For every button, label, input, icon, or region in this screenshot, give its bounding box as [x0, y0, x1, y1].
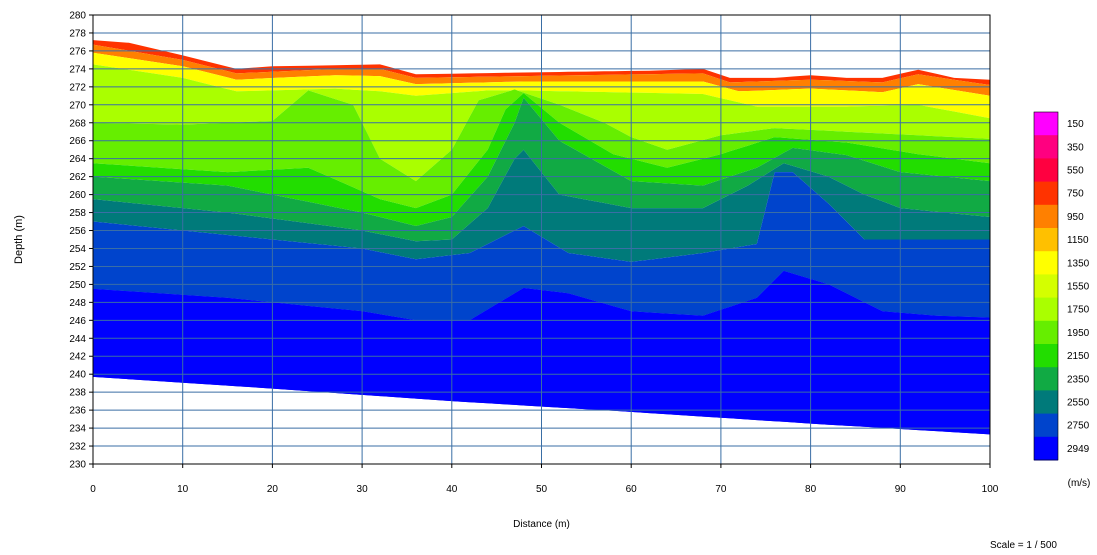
colorbar-swatch-750 [1034, 181, 1058, 206]
y-tick-label: 276 [69, 46, 86, 57]
x-tick-label: 40 [446, 484, 458, 495]
y-tick-label: 230 [69, 460, 86, 471]
y-tick-label: 270 [69, 100, 86, 111]
colorbar-label: 950 [1067, 212, 1084, 223]
colorbar-label: 1150 [1067, 235, 1089, 246]
colorbar-label: 350 [1067, 142, 1084, 153]
x-tick-label: 70 [715, 484, 727, 495]
colorbar-swatch-150 [1034, 112, 1058, 136]
colorbar-label: 1750 [1067, 305, 1090, 316]
colorbar-label: 2150 [1067, 351, 1090, 362]
y-tick-label: 238 [69, 388, 86, 399]
y-tick-label: 254 [69, 244, 86, 255]
y-tick-label: 258 [69, 208, 86, 219]
y-tick-label: 260 [69, 190, 86, 201]
colorbar-swatch-1150 [1034, 228, 1058, 252]
colorbar-label: 1550 [1067, 282, 1090, 293]
colorbar-label: 150 [1067, 119, 1084, 130]
x-tick-label: 100 [982, 484, 999, 495]
colorbar-swatch-2949 [1034, 436, 1058, 461]
colorbar-swatch-950 [1034, 204, 1058, 229]
y-tick-label: 272 [69, 82, 86, 93]
velocity-band-1950 [93, 89, 990, 209]
colorbar-swatch-1550 [1034, 274, 1058, 299]
y-tick-label: 234 [69, 424, 86, 435]
colorbar-frame [1033, 111, 1059, 461]
y-tick-label: 264 [69, 154, 86, 165]
colorbar-swatch-1950 [1034, 320, 1058, 345]
y-tick-label: 262 [69, 172, 86, 183]
x-tick-label: 10 [177, 484, 189, 495]
colorbar-swatch-550 [1034, 158, 1058, 183]
y-tick-label: 266 [69, 136, 86, 147]
colorbar-label: 1950 [1067, 328, 1090, 339]
x-tick-label: 30 [357, 484, 369, 495]
colorbar-swatch-1350 [1034, 251, 1058, 275]
colorbar-swatch-2150 [1034, 344, 1058, 368]
y-tick-label: 256 [69, 226, 86, 237]
x-axis-title: Distance (m) [513, 519, 570, 530]
colorbar-label: 550 [1067, 166, 1084, 177]
colorbar-label: 750 [1067, 189, 1084, 200]
y-tick-label: 236 [69, 406, 86, 417]
y-tick-label: 278 [69, 28, 86, 39]
y-tick-label: 268 [69, 118, 86, 129]
x-tick-label: 20 [267, 484, 279, 495]
y-tick-label: 248 [69, 298, 86, 309]
velocity-band-2150 [93, 93, 990, 226]
velocity-colorbar: 150 350 550 750 950 1150 1350 1550 1750 1950 2150 2… [1033, 111, 1090, 461]
axes: 230 232 234 236 238 240 242 244 246 248 250 252 254 2… [69, 11, 998, 496]
y-tick-label: 232 [69, 442, 86, 453]
y-axis-title: Depth (m) [13, 215, 25, 264]
scale-label: Scale = 1 / 500 [990, 540, 1057, 551]
colorbar-swatch-2750 [1034, 413, 1058, 438]
x-tick-label: 90 [895, 484, 907, 495]
y-tick-label: 246 [69, 316, 86, 327]
y-tick-label: 252 [69, 262, 86, 273]
y-tick-label: 240 [69, 370, 86, 381]
grid-lines [92, 14, 991, 465]
colorbar-unit-label: (m/s) [1068, 478, 1091, 489]
colorbar-label: 2750 [1067, 421, 1090, 432]
x-tick-label: 80 [805, 484, 817, 495]
x-tick-label: 0 [90, 484, 96, 495]
y-tick-label: 250 [69, 280, 86, 291]
colorbar-label: 1350 [1067, 258, 1090, 269]
y-tick-label: 280 [69, 11, 86, 22]
x-tick-label: 50 [536, 484, 548, 495]
colorbar-swatch-1750 [1034, 297, 1058, 322]
colorbar-label: 2550 [1067, 398, 1090, 409]
colorbar-label: 2350 [1067, 374, 1090, 385]
y-tick-label: 242 [69, 352, 86, 363]
y-tick-label: 274 [69, 64, 86, 75]
colorbar-swatch-2550 [1034, 390, 1058, 415]
y-tick-label: 244 [69, 334, 86, 345]
velocity-band-950 [93, 44, 990, 96]
colorbar-label: 2949 [1067, 444, 1090, 455]
x-tick-label: 60 [626, 484, 638, 495]
colorbar-swatch-2350 [1034, 367, 1058, 391]
colorbar-swatch-350 [1034, 135, 1058, 159]
